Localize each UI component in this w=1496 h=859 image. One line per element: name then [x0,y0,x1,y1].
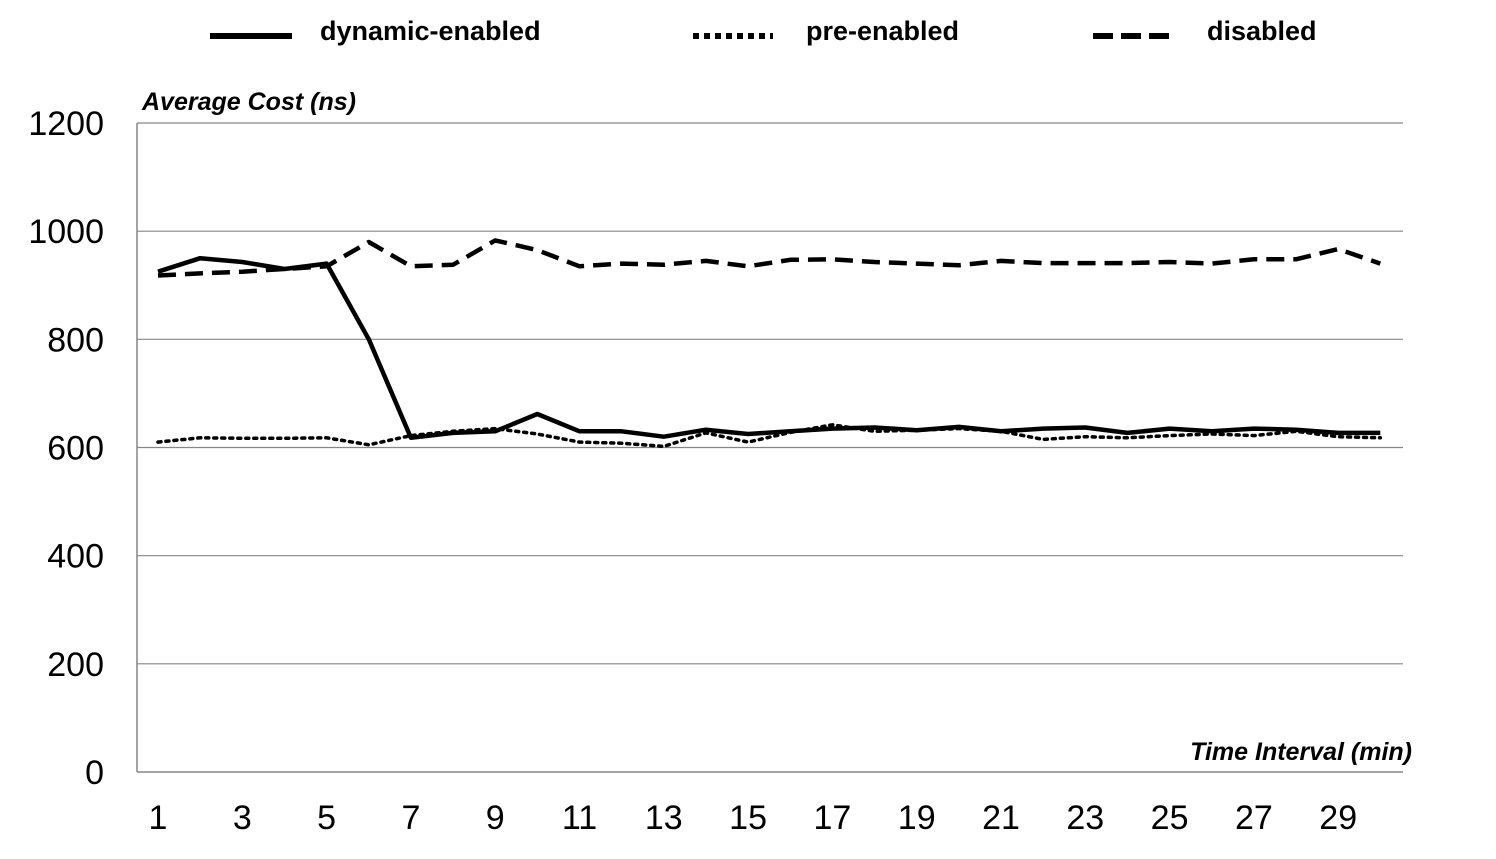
x-tick-label: 7 [401,799,420,837]
x-axis-title: Time Interval (min) [1190,738,1412,766]
legend-label-dynamic-enabled: dynamic-enabled [320,16,541,46]
y-tick-label: 200 [47,646,104,684]
x-tick-label: 21 [982,799,1020,837]
series-line-pre-enabled [156,423,1383,449]
x-tick-label: 11 [562,799,597,837]
x-tick-label: 9 [486,799,505,837]
series-lines [156,238,1383,449]
x-tick-label: 3 [233,799,252,837]
y-tick-label: 800 [47,321,104,359]
series-line-disabled [157,238,1382,278]
x-tick-label: 25 [1151,799,1189,837]
legend: dynamic-enabled pre-enabled disabled [210,16,1317,46]
y-tick-label: 600 [47,430,104,468]
series-line-dynamic-enabled [157,255,1381,441]
y-tick-label: 0 [85,754,104,792]
y-tick-label: 1200 [28,105,104,143]
x-tick-label: 5 [317,799,336,837]
legend-label-disabled: disabled [1207,16,1317,46]
legend-entry-dynamic-enabled: dynamic-enabled [210,16,541,46]
y-tick-label: 400 [47,538,104,576]
x-tick-label: 19 [898,799,936,837]
x-tick-label: 1 [149,799,168,837]
x-tick-label: 29 [1319,799,1357,837]
legend-entry-pre-enabled: pre-enabled [693,16,959,46]
x-tick-label: 15 [729,799,767,837]
legend-label-pre-enabled: pre-enabled [806,16,959,46]
x-tick-label: 13 [645,799,683,837]
gridlines [137,122,1403,665]
x-tick-label: 17 [813,799,851,837]
y-axis-ticks: 0 200 400 600 800 1000 1200 [28,105,104,792]
x-axis-ticks: 1 3 5 7 9 11 13 15 17 19 21 23 25 27 29 [149,799,1358,837]
x-tick-label: 27 [1235,799,1273,837]
y-axis-title: Average Cost (ns) [141,88,356,116]
y-tick-label: 1000 [28,213,104,251]
legend-entry-disabled: disabled [1093,16,1317,46]
x-tick-label: 23 [1066,799,1104,837]
